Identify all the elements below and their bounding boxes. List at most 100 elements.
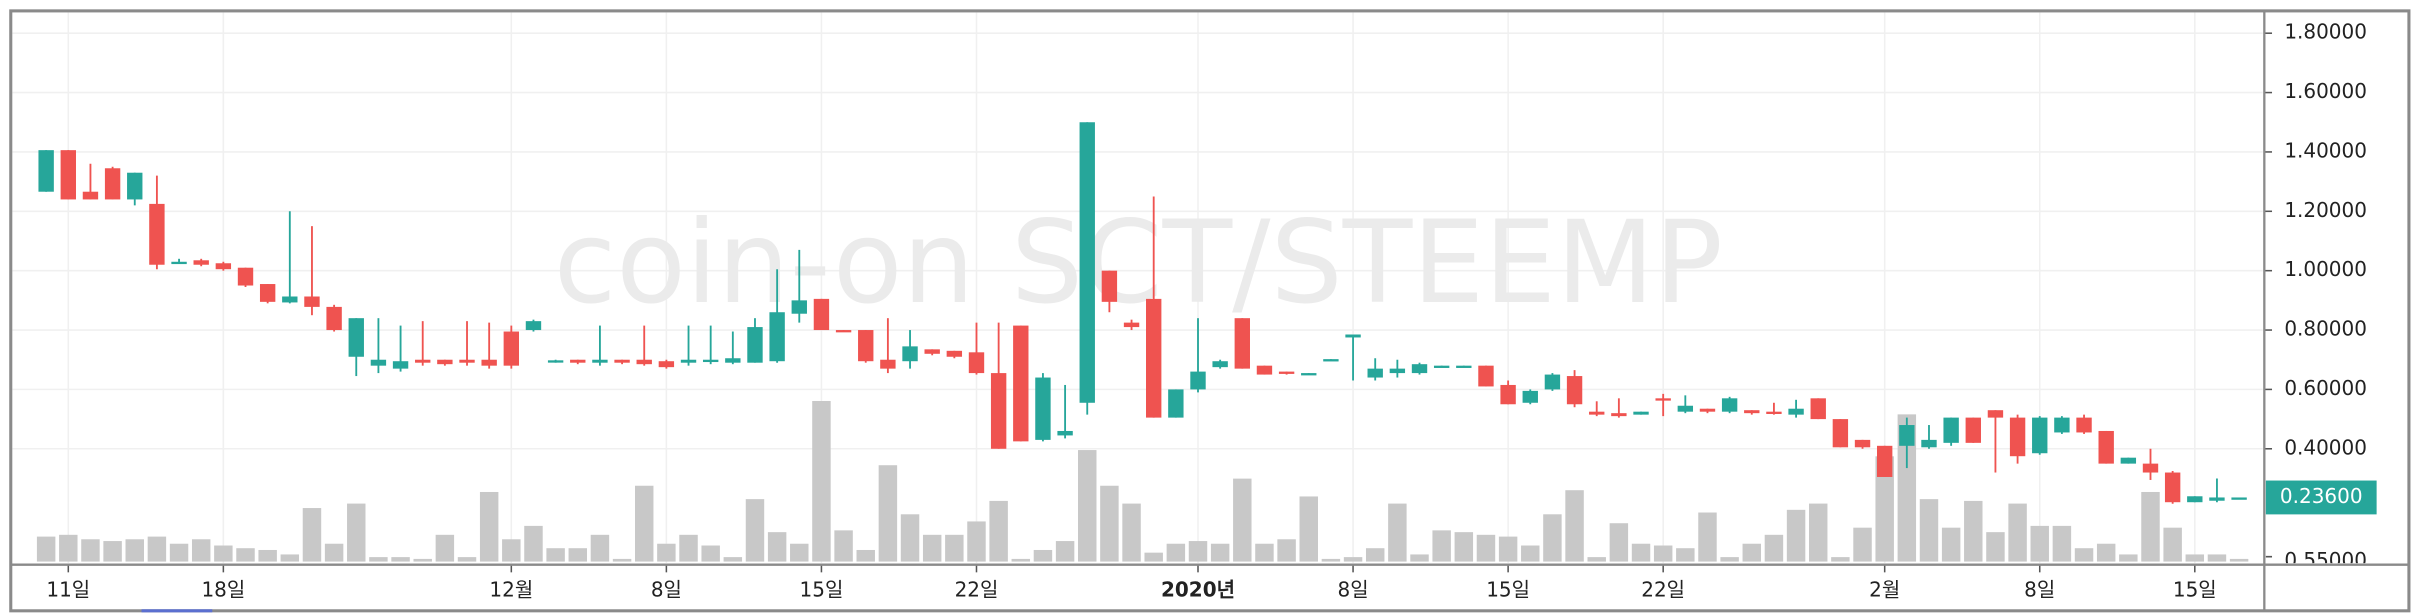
volume-bar (1875, 456, 1894, 562)
volume-bar (1587, 557, 1606, 562)
candle-body (2098, 430, 2114, 464)
candle-body (791, 300, 807, 314)
volume-bar (258, 549, 277, 562)
candle-body (1256, 365, 1273, 375)
candle-body (1544, 374, 1561, 390)
candle-body (171, 261, 187, 265)
volume-bar (324, 543, 344, 562)
volume-bar (745, 499, 765, 562)
candle-body (1079, 122, 1095, 403)
volume-bar (590, 534, 610, 562)
candle-body (2231, 497, 2247, 500)
last-price-label: 0.23600 (2280, 484, 2363, 508)
candle-body (1589, 411, 1605, 415)
x-tick-label: 8일 (2024, 577, 2055, 601)
volume-bar (1432, 530, 1451, 562)
candle-body (2187, 496, 2203, 503)
volume-bar (147, 536, 167, 562)
volume-bar (1210, 543, 1230, 562)
x-tick-label: 2월 (1869, 577, 1900, 601)
volume-bar (1188, 541, 1208, 562)
volume-bar (1299, 496, 1318, 562)
candle-body (1367, 368, 1383, 378)
volume-bar (1055, 541, 1075, 562)
watermark: coin-on SCT/STEEMP (554, 196, 1723, 329)
candle-body (680, 359, 697, 363)
candle-body (437, 359, 453, 365)
candle-body (1611, 413, 1627, 417)
candle-body (1323, 359, 1339, 362)
candle-body (636, 359, 652, 365)
candle-body (215, 263, 232, 270)
candle-body (237, 267, 254, 286)
candle-body (503, 331, 520, 366)
candle-body (1832, 419, 1849, 448)
volume-bar (1122, 503, 1141, 562)
candle-body (459, 359, 475, 363)
last-price-box (2265, 480, 2377, 515)
y-tick-label: 1.20000 (2284, 198, 2367, 222)
volume-bar (1343, 557, 1363, 562)
y-tick-label: 1.80000 (2284, 20, 2367, 44)
candle-body (968, 352, 985, 374)
candle-body (1411, 364, 1428, 374)
candle-body (259, 284, 276, 302)
y-tick-label: 1.40000 (2284, 138, 2367, 162)
x-tick-label: 2020년 (1161, 577, 1235, 601)
candle-body (1899, 425, 1915, 446)
volume-bar (1277, 539, 1296, 562)
candle-body (304, 296, 320, 307)
x-tick-label: 15일 (800, 577, 844, 601)
candle-body (193, 260, 209, 265)
volume-bar (856, 549, 875, 562)
volume-bar (280, 554, 300, 562)
candle-body (902, 346, 918, 362)
candle-body (725, 358, 741, 363)
candle-body (1389, 368, 1406, 374)
volume-bar (1365, 548, 1385, 562)
candle-body (880, 359, 896, 369)
volume-bar (1166, 543, 1186, 562)
volume-bar (1476, 534, 1496, 562)
candle-body (1345, 334, 1361, 338)
x-tick-label: 15일 (2173, 577, 2217, 601)
candle-body (1721, 398, 1738, 412)
candle-body (326, 306, 342, 331)
candle-body (658, 361, 675, 368)
volume-bar (1543, 514, 1562, 562)
last-price: 0.23600 (2265, 480, 2377, 515)
candle-body (1212, 361, 1228, 368)
candle-body (149, 203, 165, 265)
candle-body (1699, 408, 1716, 412)
candle-body (1788, 408, 1804, 415)
candle-body (481, 359, 497, 366)
volume-bar (1011, 558, 1031, 562)
candle-body (1101, 270, 1118, 302)
volume-bar (2163, 527, 2182, 562)
candle-body (1987, 410, 2004, 418)
volume-bar (1144, 552, 1163, 562)
candle-body (1677, 405, 1694, 412)
candle-body (1566, 376, 1583, 405)
candle-body (2120, 457, 2137, 464)
candle-body (2054, 417, 2070, 433)
volume-bar (812, 400, 831, 562)
volume-bar (169, 543, 189, 562)
volume-bar (125, 539, 144, 562)
candle-body (348, 318, 364, 357)
x-tick-label: 15일 (1486, 577, 1530, 601)
candle-body (392, 361, 409, 369)
candle-body (282, 296, 298, 303)
volume-bar (900, 514, 920, 562)
grid (12, 12, 2263, 564)
scrollbar[interactable] (141, 609, 213, 613)
candle-body (104, 168, 121, 200)
time-axis: 11일 18일 12월 8일 15일 22일 2020년 8일 15일 22일 2월 8일 15일 (46, 564, 2217, 601)
candle-body (1168, 389, 1184, 418)
candle-body (127, 172, 143, 200)
candle-body (1478, 365, 1494, 387)
candle-body (614, 359, 630, 363)
y-tick-label: 1.00000 (2284, 257, 2367, 281)
volume-bar (2229, 558, 2249, 562)
volume-bar (191, 539, 211, 562)
